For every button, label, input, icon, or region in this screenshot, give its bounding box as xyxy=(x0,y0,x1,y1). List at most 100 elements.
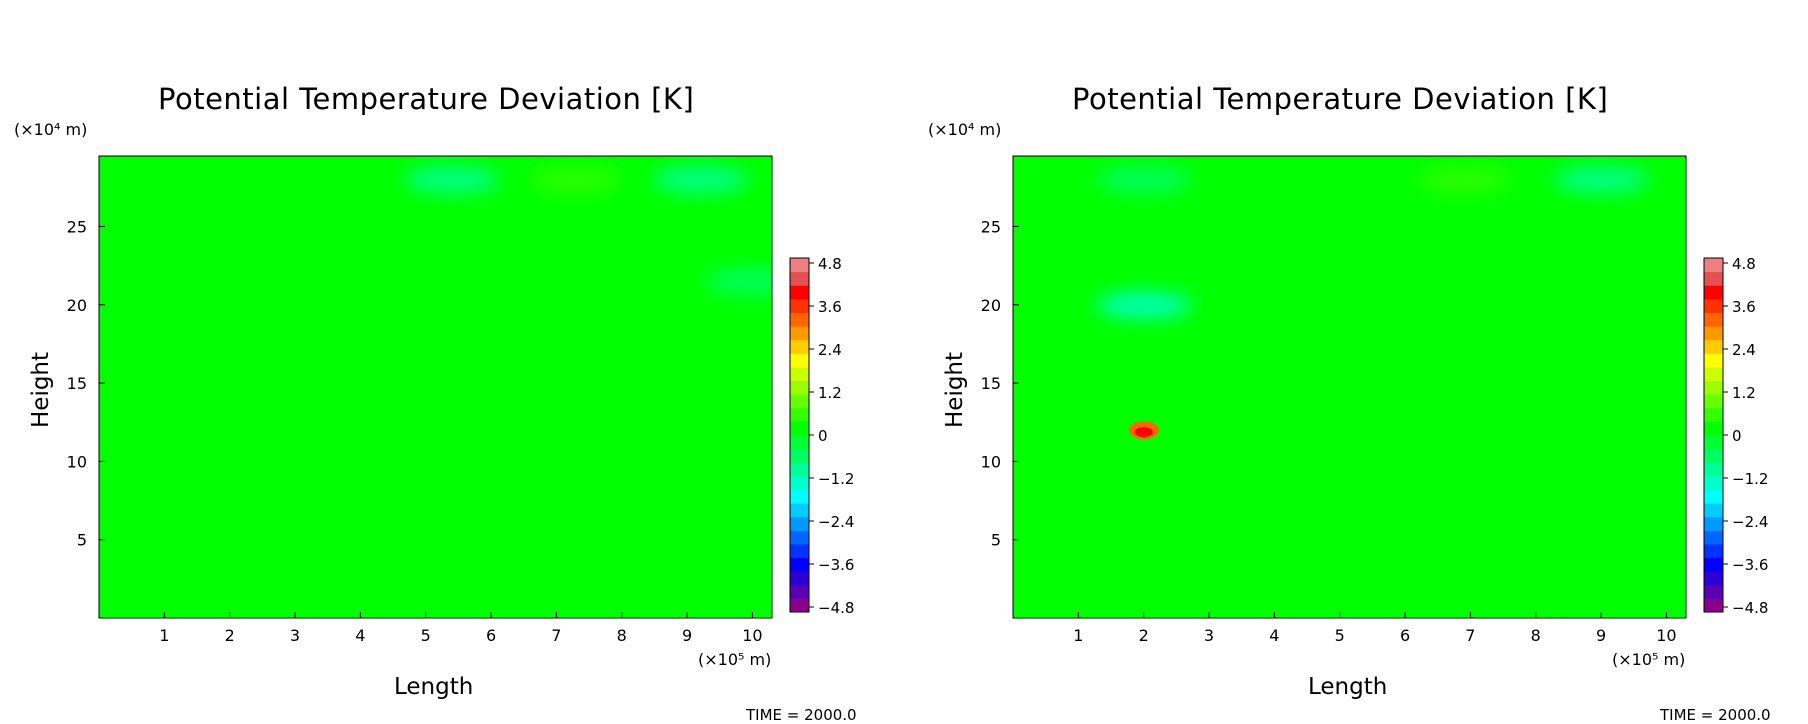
colorbar-segment xyxy=(790,448,809,463)
x-tick-label: 1 xyxy=(1073,626,1083,645)
x-tick-label: 3 xyxy=(290,626,300,645)
y-tick-label: 25 xyxy=(67,217,87,236)
heatmap-feature xyxy=(1095,165,1192,194)
heatmap-features xyxy=(116,165,772,296)
colorbar-segment xyxy=(1704,298,1723,313)
x-tick-label: 5 xyxy=(421,626,431,645)
x-tick-label: 6 xyxy=(486,626,496,645)
x-tick-label: 3 xyxy=(1204,626,1214,645)
plot-title: Potential Temperature Deviation [K] xyxy=(1072,82,1609,116)
heatmap-feature xyxy=(403,165,500,194)
x-tick-label: 10 xyxy=(742,626,762,645)
colorbar-segment xyxy=(1704,503,1723,518)
colorbar-segment xyxy=(1704,326,1723,341)
y-tick-label: 10 xyxy=(67,452,87,471)
heatmap-feature xyxy=(253,173,350,202)
x-tick-label: 8 xyxy=(1531,626,1541,645)
x-unit-label: (×10⁵ m) xyxy=(698,650,772,669)
colorbar-segment xyxy=(1704,366,1723,382)
colorbar-tick-label: 1.2 xyxy=(1732,384,1756,402)
colorbar-segment xyxy=(790,530,809,545)
x-tick-label: 4 xyxy=(355,626,365,645)
colorbar-segment xyxy=(790,339,809,354)
colorbar-segment xyxy=(790,435,809,450)
heatmap-feature xyxy=(116,173,213,202)
left-plot-panel: Potential Temperature Deviation [K] (×10… xyxy=(14,82,857,724)
colorbar-segment xyxy=(790,516,809,531)
x-tick-label: 8 xyxy=(617,626,627,645)
heatmap-feature xyxy=(1095,447,1192,476)
colorbar-segment xyxy=(1704,448,1723,463)
colorbar-segment xyxy=(1704,516,1723,531)
y-tick-label: 15 xyxy=(67,374,87,393)
colorbar-segment xyxy=(1704,489,1723,504)
colorbar-segment xyxy=(790,462,809,477)
colorbar-segment xyxy=(1704,353,1723,368)
x-tick-label: 1 xyxy=(159,626,169,645)
colorbar-tick-label: 3.6 xyxy=(1732,298,1756,316)
heatmap-feature xyxy=(527,165,624,194)
colorbar-segment xyxy=(790,407,809,422)
colorbar-segment xyxy=(790,475,809,490)
colorbar-segment xyxy=(790,380,809,395)
colorbar-tick-label: 1.2 xyxy=(818,384,842,402)
colorbar-segment xyxy=(790,312,809,327)
heatmap-feature xyxy=(1415,165,1512,194)
colorbar-segment xyxy=(1704,462,1723,477)
colorbar-tick-label: −1.2 xyxy=(818,470,854,488)
colorbar-segment xyxy=(1704,271,1723,286)
colorbar-segment xyxy=(790,394,809,409)
colorbar-segment xyxy=(1704,543,1723,559)
y-tick-label: 15 xyxy=(981,374,1001,393)
colorbar-segment xyxy=(1704,339,1723,354)
heatmap-feature xyxy=(1095,290,1192,319)
x-axis-label: Length xyxy=(1308,674,1388,700)
colorbar-tick-label: −3.6 xyxy=(1732,556,1768,574)
x-tick-label: 2 xyxy=(225,626,235,645)
y-tick-label: 20 xyxy=(67,296,87,315)
x-tick-label: 9 xyxy=(682,626,692,645)
colorbar-tick-label: 2.4 xyxy=(818,341,842,359)
x-tick-label: 7 xyxy=(551,626,561,645)
colorbar-segment xyxy=(1704,598,1723,613)
colorbar-tick-label: −2.4 xyxy=(818,513,854,531)
colorbar-tick-label: 4.8 xyxy=(1732,255,1756,273)
heatmap-feature-core xyxy=(1134,427,1153,438)
colorbar-segment xyxy=(790,584,809,599)
colorbar-segment xyxy=(1704,571,1723,586)
right-plot-panel: Potential Temperature Deviation [K] (×10… xyxy=(914,0,1808,724)
colorbar-tick-label: 4.8 xyxy=(818,255,842,273)
colorbar-segment xyxy=(790,298,809,313)
colorbar-tick-label: 0 xyxy=(818,427,828,445)
colorbar-segment xyxy=(790,557,809,572)
x-tick-label: 7 xyxy=(1465,626,1475,645)
colorbar-segment xyxy=(1704,435,1723,450)
colorbar-segment xyxy=(1704,380,1723,395)
colorbar-segment xyxy=(1704,394,1723,409)
colorbar-segment xyxy=(1704,475,1723,490)
colorbar-segment xyxy=(790,598,809,613)
x-tick-label: 10 xyxy=(1656,626,1676,645)
colorbar-segment xyxy=(790,285,809,300)
colorbar-segment xyxy=(1704,530,1723,545)
y-tick-label: 5 xyxy=(77,531,87,550)
x-tick-label: 4 xyxy=(1269,626,1279,645)
colorbar-tick-label: −3.6 xyxy=(818,556,854,574)
x-unit-label: (×10⁵ m) xyxy=(1612,650,1686,669)
y-unit-label: (×10⁴ m) xyxy=(14,120,88,139)
plot-title: Potential Temperature Deviation [K] xyxy=(158,82,695,116)
x-tick-label: 2 xyxy=(1139,626,1149,645)
colorbar-tick-label: −1.2 xyxy=(1732,470,1768,488)
heatmap-feature xyxy=(704,267,772,296)
colorbar-tick-label: −4.8 xyxy=(818,599,854,617)
heatmap-feature xyxy=(652,165,749,194)
x-tick-label: 6 xyxy=(1400,626,1410,645)
colorbar-segment xyxy=(790,421,809,436)
colorbar-segment xyxy=(790,571,809,586)
colorbar-segment xyxy=(1704,312,1723,327)
colorbar-segment xyxy=(790,503,809,518)
colorbar-segment xyxy=(790,353,809,368)
heatmap-field xyxy=(99,156,772,618)
heatmap-svg: 1 2 3 4 5 6 7 8 9 10 5 10 15 20 25 4.8 3.6 2.4 1.2 0 −1.2 −2.… xyxy=(981,155,1768,645)
heatmap-feature xyxy=(1553,165,1650,194)
